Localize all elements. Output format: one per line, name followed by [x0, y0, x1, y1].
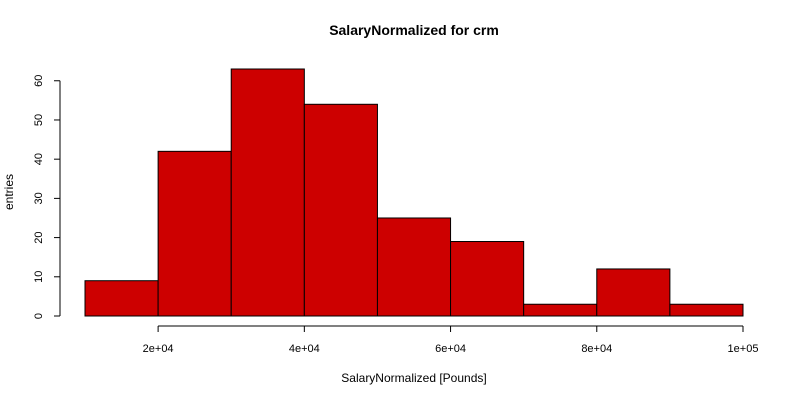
chart-title: SalaryNormalized for crm: [329, 22, 499, 38]
y-tick-label: 30: [33, 192, 45, 204]
x-tick-label: 1e+05: [728, 343, 759, 355]
histogram-bar-2: [157, 150, 232, 317]
y-tick-label: 20: [33, 231, 45, 243]
x-tick-label: 8e+04: [581, 343, 612, 355]
x-tick-label: 6e+04: [435, 343, 466, 355]
x-axis-label: SalaryNormalized [Pounds]: [341, 371, 486, 385]
histogram-bar-6: [450, 241, 525, 317]
y-tick-label: 40: [33, 153, 45, 165]
x-tick-label: 2e+04: [143, 343, 174, 355]
y-tick-label: 50: [33, 114, 45, 126]
y-tick-label: 10: [33, 271, 45, 283]
histogram-bar-8: [596, 268, 671, 317]
y-tick-label: 60: [33, 75, 45, 87]
histogram-bar-4: [303, 103, 378, 317]
histogram-bar-7: [523, 303, 598, 317]
histogram-bar-9: [669, 303, 744, 317]
x-axis: 2e+04 4e+04 6e+04 8e+04 1e+05: [143, 325, 759, 355]
y-tick-label: 0: [33, 313, 45, 319]
y-axis: 0 10 20 30 40 50 60: [33, 75, 61, 319]
histogram-bar-5: [376, 217, 452, 317]
histogram-bar-3: [230, 68, 305, 317]
x-tick-label: 4e+04: [289, 343, 320, 355]
bars-group: [84, 68, 744, 317]
histogram-bar-1: [84, 280, 159, 317]
y-axis-label: entries: [2, 174, 16, 210]
